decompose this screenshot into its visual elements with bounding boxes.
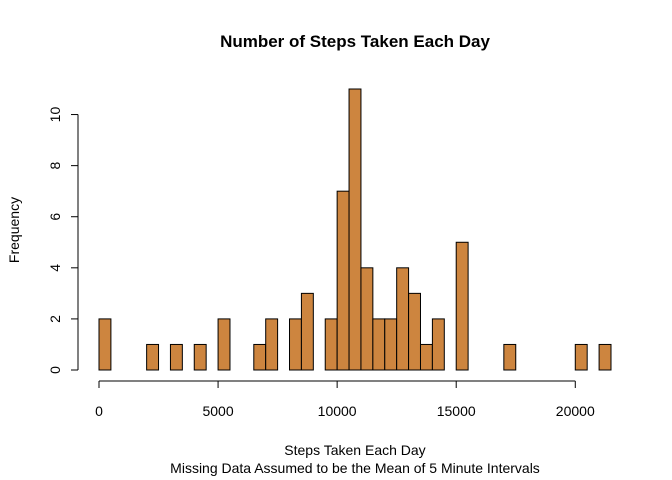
histogram-bar (146, 343, 160, 371)
chart-subtitle: Missing Data Assumed to be the Mean of 5… (170, 460, 540, 476)
histogram-bar (169, 343, 183, 371)
histogram-bar (419, 343, 433, 371)
y-tick-label: 8 (47, 162, 63, 170)
histogram-bar (265, 318, 279, 371)
y-axis-label: Frequency (6, 197, 22, 263)
histogram-bar (193, 343, 207, 371)
chart-title: Number of Steps Taken Each Day (220, 32, 490, 51)
histogram-bar (455, 241, 469, 371)
histogram-bar (324, 318, 338, 371)
histogram-bar (289, 318, 302, 371)
y-tick-label: 10 (47, 107, 63, 123)
histogram-bar (217, 318, 231, 371)
x-tick-label: 5000 (202, 403, 233, 419)
x-tick-label: 15000 (437, 403, 476, 419)
bars-group (98, 88, 612, 371)
x-axis: 0 5000 10000 15000 20000 (95, 380, 595, 419)
y-tick-label: 6 (47, 213, 63, 221)
y-tick-label: 4 (47, 264, 63, 272)
y-tick-label: 0 (47, 366, 63, 374)
histogram-bar (384, 318, 398, 371)
histogram-bar (431, 318, 445, 371)
histogram-bar (253, 343, 267, 371)
histogram-bar (574, 343, 588, 371)
x-tick-label: 10000 (318, 403, 357, 419)
y-axis: 0 2 4 6 8 10 (47, 107, 79, 374)
histogram-bar (598, 343, 612, 371)
histogram-bar (348, 88, 362, 371)
histogram-bar (300, 292, 314, 371)
histogram-bar (360, 267, 374, 371)
x-tick-label: 0 (95, 403, 103, 419)
histogram-bar (372, 318, 386, 371)
histogram-bar (408, 292, 421, 371)
histogram-bar (98, 318, 112, 371)
x-tick-label: 20000 (556, 403, 595, 419)
histogram-bar (336, 190, 350, 371)
histogram-bar (503, 343, 517, 371)
y-tick-label: 2 (47, 315, 63, 323)
x-axis-label: Steps Taken Each Day (284, 442, 425, 458)
histogram-bar (396, 267, 410, 371)
